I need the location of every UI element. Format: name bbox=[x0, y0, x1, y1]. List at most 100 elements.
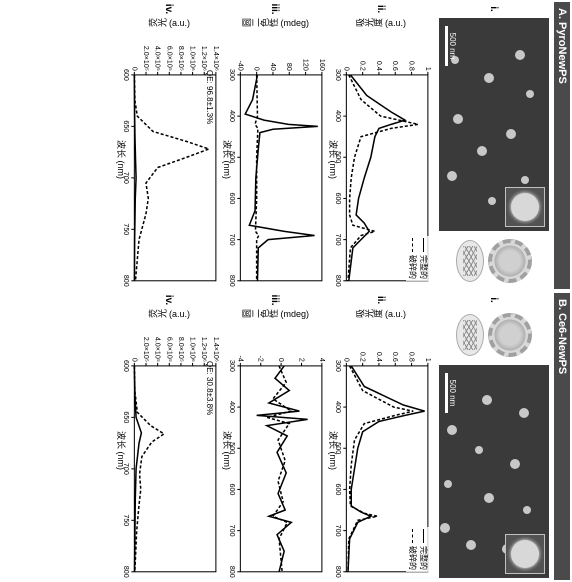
legend-solid: 完整的 bbox=[418, 546, 429, 570]
nanoparticle-dot bbox=[519, 408, 529, 418]
svg-text:160: 160 bbox=[318, 59, 326, 71]
legend: 完整的 破碎的 bbox=[406, 527, 430, 572]
svg-text:1.4×10⁶: 1.4×10⁶ bbox=[212, 337, 220, 362]
nanoparticle-dot bbox=[444, 480, 452, 488]
svg-text:0.6: 0.6 bbox=[391, 352, 399, 362]
svg-text:0: 0 bbox=[342, 67, 350, 71]
svg-text:600: 600 bbox=[334, 483, 342, 495]
svg-text:600: 600 bbox=[122, 360, 130, 372]
legend: 完整的 破碎的 bbox=[406, 236, 430, 281]
svg-text:40: 40 bbox=[269, 63, 277, 71]
x-axis-label: 波长 (nm) bbox=[327, 431, 340, 470]
svg-text:400: 400 bbox=[228, 110, 236, 122]
svg-text:120: 120 bbox=[302, 59, 310, 71]
svg-text:4.0×10⁵: 4.0×10⁵ bbox=[154, 337, 162, 362]
chart-area: 30040050060070080000.20.40.60.81 波长 (nm)… bbox=[328, 30, 434, 289]
svg-text:800: 800 bbox=[334, 566, 342, 578]
svg-text:0.4: 0.4 bbox=[375, 352, 383, 362]
subpanel-label: i. bbox=[489, 293, 500, 307]
tem-image: 500 nm bbox=[439, 365, 549, 578]
svg-text:400: 400 bbox=[228, 401, 236, 413]
y-axis-label: 荧光 (a.u.) bbox=[148, 16, 190, 28]
svg-text:650: 650 bbox=[122, 411, 130, 423]
legend-dashed: 破碎的 bbox=[407, 255, 418, 279]
nanoparticle-dot bbox=[526, 90, 534, 98]
y-axis-label: 吸光度 (a.u.) bbox=[356, 16, 407, 28]
chart-cd: iii. 圆二色性 (mdeg) 300400500600700800-4004… bbox=[222, 2, 328, 289]
svg-text:750: 750 bbox=[122, 514, 130, 526]
chart-fluor: iv. 荧光 (a.u.) 60065070075080002.0×10⁵4.0… bbox=[116, 293, 222, 580]
svg-text:0: 0 bbox=[130, 67, 138, 71]
svg-text:300: 300 bbox=[334, 69, 342, 81]
svg-text:650: 650 bbox=[122, 120, 130, 132]
tem-row: i. 500 nm bbox=[434, 2, 554, 289]
figure-root: A. PyroNewPS i. 500 nm ii. 吸光度 (a.u.) 30… bbox=[0, 0, 572, 582]
x-axis-label: 波长 (nm) bbox=[221, 431, 234, 470]
molecule-schematic bbox=[444, 233, 544, 289]
legend-solid: 完整的 bbox=[418, 255, 429, 279]
svg-text:-40: -40 bbox=[236, 61, 244, 71]
svg-text:-4: -4 bbox=[236, 355, 244, 361]
svg-text:6.0×10⁵: 6.0×10⁵ bbox=[165, 337, 173, 362]
legend-dashed: 破碎的 bbox=[407, 546, 418, 570]
chart-area: 300400500600700800-4004080120160 波长 (nm) bbox=[222, 30, 328, 289]
chart-cd: iii. 圆二色性 (mdeg) 300400500600700800-4-20… bbox=[222, 293, 328, 580]
svg-text:0.4: 0.4 bbox=[375, 61, 383, 71]
chart-area: 60065070075080002.0×10⁵4.0×10⁵6.0×10⁵8.0… bbox=[116, 30, 222, 289]
nanoparticle-dot bbox=[440, 523, 450, 533]
scalebar: 500 nm bbox=[445, 373, 457, 413]
chart-fluor: iv. 荧光 (a.u.) 60065070075080002.0×10⁵4.0… bbox=[116, 2, 222, 289]
svg-text:1.4×10⁶: 1.4×10⁶ bbox=[212, 46, 220, 71]
chart-area: 60065070075080002.0×10⁵4.0×10⁵6.0×10⁵8.0… bbox=[116, 321, 222, 580]
svg-text:300: 300 bbox=[334, 360, 342, 372]
svg-text:0: 0 bbox=[342, 358, 350, 362]
svg-text:0: 0 bbox=[277, 358, 285, 362]
subpanel-label: iv. bbox=[164, 293, 175, 307]
svg-text:400: 400 bbox=[334, 110, 342, 122]
x-axis-label: 波长 (nm) bbox=[115, 431, 128, 470]
nanoparticle-dot bbox=[484, 73, 494, 83]
nanoparticle-dot bbox=[510, 459, 520, 469]
x-axis-label: 波长 (nm) bbox=[115, 140, 128, 179]
qe-label: QE: 30.8±3.8% bbox=[205, 361, 214, 415]
inset-particle bbox=[511, 193, 539, 221]
svg-text:0.8: 0.8 bbox=[408, 352, 416, 362]
svg-text:1.2×10⁶: 1.2×10⁶ bbox=[200, 46, 208, 71]
chart-area: 300400500600700800-4-2024 波长 (nm) bbox=[222, 321, 328, 580]
svg-text:1: 1 bbox=[424, 67, 432, 71]
nanoparticle-dot bbox=[506, 129, 516, 139]
scalebar: 500 nm bbox=[445, 26, 457, 66]
svg-text:800: 800 bbox=[334, 275, 342, 287]
svg-text:800: 800 bbox=[228, 275, 236, 287]
y-axis-label: 吸光度 (a.u.) bbox=[356, 307, 407, 319]
svg-text:800: 800 bbox=[122, 275, 130, 287]
nanoparticle-dot bbox=[453, 114, 463, 124]
nanoparticle-dot bbox=[488, 197, 496, 205]
molecule-schematic bbox=[444, 307, 544, 363]
chart-area: 30040050060070080000.20.40.60.81 波长 (nm)… bbox=[328, 321, 434, 580]
molecule-icon bbox=[456, 314, 484, 356]
svg-text:300: 300 bbox=[228, 360, 236, 372]
scalebar-label: 500 nm bbox=[448, 33, 457, 60]
svg-text:8.0×10⁵: 8.0×10⁵ bbox=[177, 337, 185, 362]
panel-header: B. Ce6-NewPS bbox=[554, 293, 570, 580]
nanoparticle-dot bbox=[484, 493, 494, 503]
svg-text:1.0×10⁶: 1.0×10⁶ bbox=[189, 46, 197, 71]
svg-text:2.0×10⁵: 2.0×10⁵ bbox=[142, 46, 150, 71]
svg-text:-2: -2 bbox=[257, 355, 265, 361]
column-B: B. Ce6-NewPS i. 500 nm ii. 吸光度 (a.u.) 30… bbox=[0, 291, 572, 582]
subpanel-label: iv. bbox=[164, 2, 175, 16]
subpanel-label: i. bbox=[489, 2, 500, 16]
nanoparticle-dot bbox=[477, 146, 487, 156]
svg-text:4.0×10⁵: 4.0×10⁵ bbox=[154, 46, 162, 71]
nanoparticle-dot bbox=[447, 171, 457, 181]
svg-text:0: 0 bbox=[253, 67, 261, 71]
svg-text:600: 600 bbox=[228, 192, 236, 204]
svg-text:2.0×10⁵: 2.0×10⁵ bbox=[142, 337, 150, 362]
svg-text:0.8: 0.8 bbox=[408, 61, 416, 71]
svg-text:1: 1 bbox=[424, 358, 432, 362]
nanoparticle-dot bbox=[515, 50, 525, 60]
svg-text:4: 4 bbox=[318, 358, 326, 362]
subpanel-label: ii. bbox=[376, 2, 387, 16]
svg-text:700: 700 bbox=[228, 525, 236, 537]
